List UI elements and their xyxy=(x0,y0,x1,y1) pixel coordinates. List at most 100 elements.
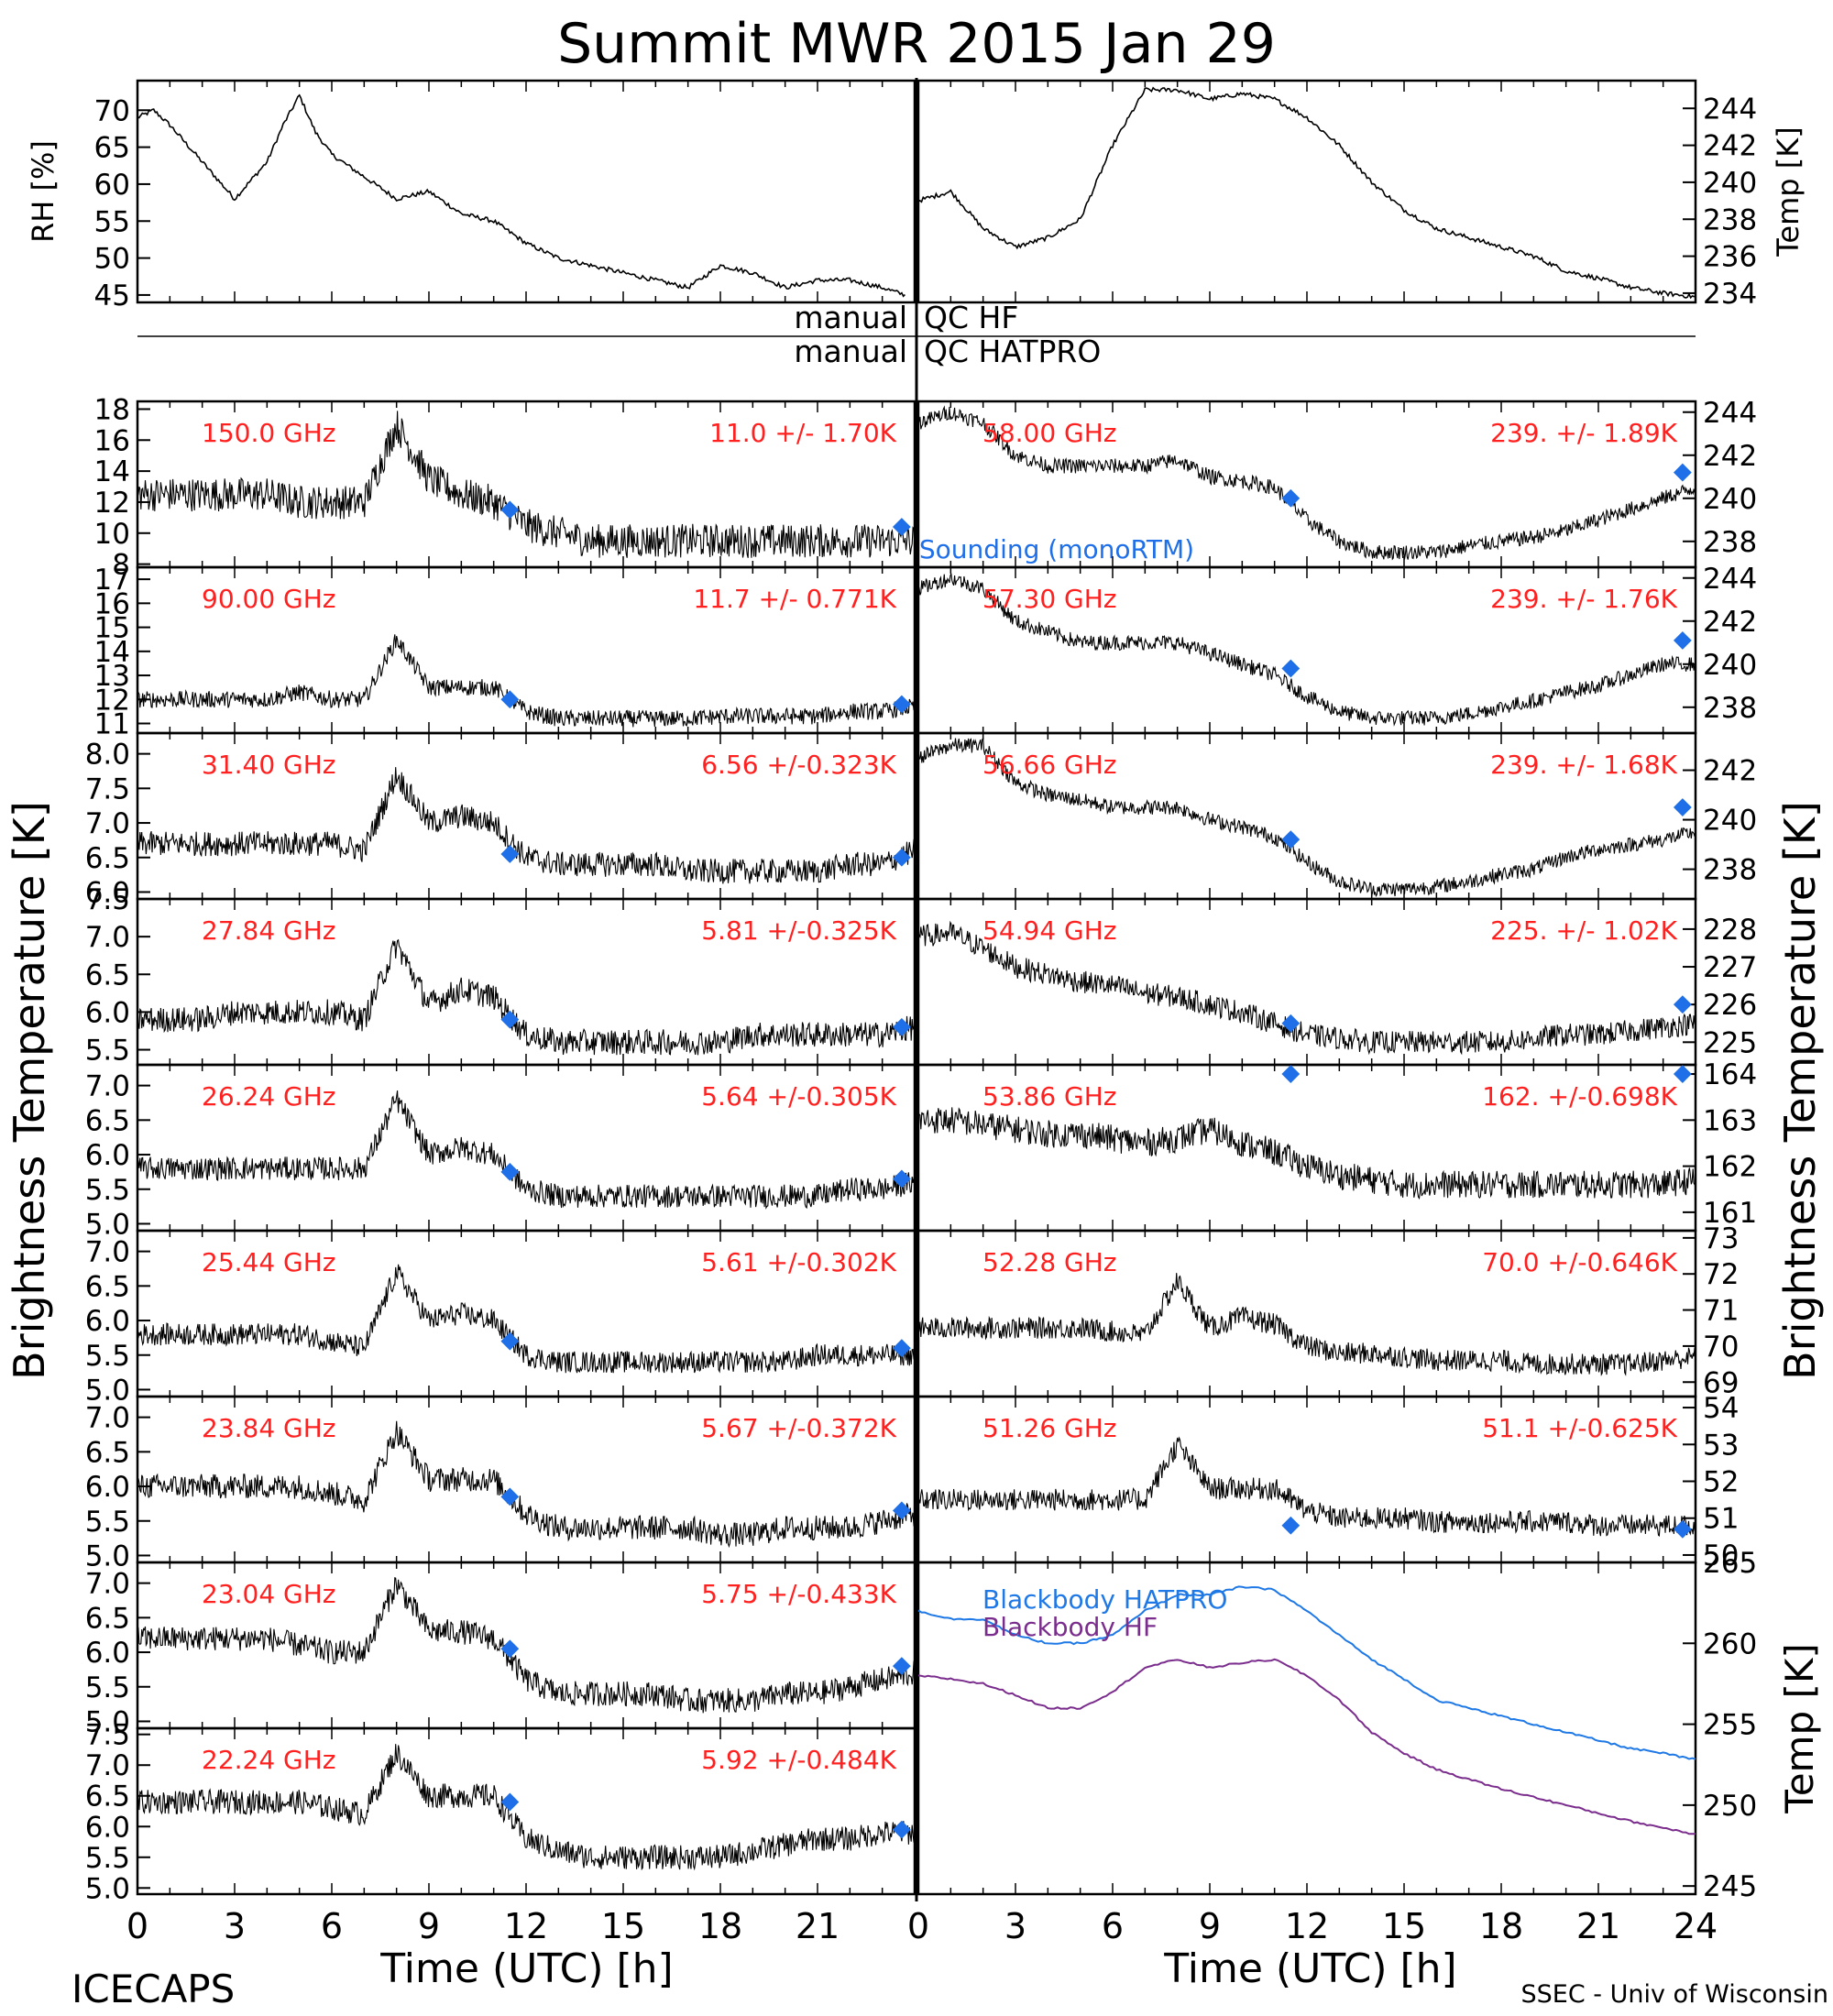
channel-frequency-label: 150.0 GHz xyxy=(202,418,336,448)
sounding-marker xyxy=(500,1331,520,1351)
y-tick-label: 242 xyxy=(1703,606,1757,639)
channel-frequency-label: 56.66 GHz xyxy=(982,750,1117,780)
sounding-legend: Sounding (monoRTM) xyxy=(919,534,1194,564)
channel-stat-label: 5.61 +/-0.302K xyxy=(701,1247,896,1277)
brightness-temp-trace xyxy=(137,1577,916,1714)
y-tick-label: 12 xyxy=(94,684,130,717)
sounding-marker xyxy=(892,1657,911,1676)
y-tick-label: 70 xyxy=(94,94,130,127)
y-tick-label: 50 xyxy=(94,243,130,276)
y-tick-label: 5.0 xyxy=(85,1374,130,1407)
channel-stat-label: 5.67 +/-0.372K xyxy=(701,1413,896,1443)
y-tick-label: 65 xyxy=(94,132,130,165)
sounding-marker xyxy=(500,1487,520,1507)
channel-stat-label: 162. +/-0.698K xyxy=(1482,1081,1677,1112)
channel-stat-label: 5.75 +/-0.433K xyxy=(701,1579,896,1609)
y-tick-label: 7.5 xyxy=(85,883,130,916)
y-tick-label: 8.0 xyxy=(85,739,130,772)
time-axes: 0 3 6 9 12 15 18 21 0 3 6 9 12 15 18 21 24 xyxy=(126,1906,1718,1946)
y-tick-label: 5.5 xyxy=(85,1035,130,1068)
y-tick-label: 265 xyxy=(1703,1547,1757,1580)
x-tick-label: 15 xyxy=(1382,1906,1426,1946)
y-tick-label: 163 xyxy=(1703,1104,1757,1137)
y-tick-label: 6.0 xyxy=(85,1471,130,1504)
y-tick-label: 17 xyxy=(94,564,130,597)
y-tick-label: 54 xyxy=(1703,1392,1739,1425)
y-tick-label: 5.5 xyxy=(85,1174,130,1207)
y-tick-label: 5.0 xyxy=(85,1208,130,1241)
y-tick-label: 6.5 xyxy=(85,1436,130,1469)
air-temp-axis-label: Temp [K] xyxy=(1771,126,1806,257)
channel-stat-label: 239. +/- 1.89K xyxy=(1490,418,1677,448)
y-tick-label: 161 xyxy=(1703,1197,1757,1230)
sounding-marker xyxy=(892,1017,911,1036)
y-tick-label: 10 xyxy=(94,518,130,551)
y-tick-label: 162 xyxy=(1703,1151,1757,1184)
x-tick-label: 12 xyxy=(1285,1906,1329,1946)
y-tick-label: 164 xyxy=(1703,1058,1757,1091)
y-tick-label: 236 xyxy=(1703,241,1757,274)
channel-frequency-label: 31.40 GHz xyxy=(202,750,336,780)
right-y-axis-title: Brightness Temperature [K] xyxy=(1775,801,1825,1380)
y-tick-label: 15 xyxy=(94,612,130,645)
y-tick-label: 5.0 xyxy=(85,1539,130,1572)
channel-stat-label: 11.7 +/- 0.771K xyxy=(693,584,896,614)
x-tick-label: 3 xyxy=(1004,1906,1026,1946)
brightness-temp-trace xyxy=(917,737,1696,897)
y-tick-label: 13 xyxy=(94,660,130,693)
y-tick-label: 242 xyxy=(1703,440,1757,473)
channel-panel: 242 240 238 56.66 GHz 239. +/- 1.68K xyxy=(916,731,1757,901)
blackbody-axis-label: Temp [K] xyxy=(1777,1643,1822,1814)
channel-frequency-label: 58.00 GHz xyxy=(982,418,1117,448)
qc-hatpro-left-label: manual xyxy=(794,334,907,369)
sounding-marker xyxy=(1673,463,1692,482)
x-tick-label: 18 xyxy=(698,1906,742,1946)
y-tick-label: 53 xyxy=(1703,1429,1739,1462)
y-tick-label: 244 xyxy=(1703,93,1757,126)
sounding-marker xyxy=(500,690,520,709)
y-tick-label: 7.5 xyxy=(85,1719,130,1752)
channel-panel: 7.06.56.05.55.0 25.44 GHz 5.61 +/-0.302K xyxy=(85,1229,916,1407)
channel-stat-label: 5.81 +/-0.325K xyxy=(701,915,896,946)
rh-series-line xyxy=(137,93,906,298)
sounding-marker xyxy=(500,500,520,520)
y-tick-label: 7.0 xyxy=(85,1070,130,1103)
channel-panel: 164 163 162 161 53.86 GHz 162. +/-0.698K xyxy=(916,1058,1757,1233)
channel-stat-label: 5.64 +/-0.305K xyxy=(701,1081,896,1112)
channel-frequency-label: 27.84 GHz xyxy=(202,915,336,946)
sounding-marker xyxy=(500,1792,520,1812)
sounding-marker xyxy=(1673,995,1692,1014)
channel-panel: 244 242 240 238 57.30 GHz 239. +/- 1.76K xyxy=(916,563,1757,735)
y-tick-label: 5.0 xyxy=(85,1705,130,1738)
channel-frequency-label: 53.86 GHz xyxy=(982,1081,1117,1112)
brightness-temp-trace xyxy=(917,1107,1696,1200)
y-tick-label: 238 xyxy=(1703,854,1757,887)
channel-frequency-label: 90.00 GHz xyxy=(202,584,336,614)
channel-stat-label: 5.92 +/-0.484K xyxy=(701,1745,896,1775)
y-tick-label: 72 xyxy=(1703,1258,1739,1291)
channel-stat-label: 11.0 +/- 1.70K xyxy=(709,418,896,448)
y-tick-label: 225 xyxy=(1703,1026,1757,1059)
sounding-marker xyxy=(500,1010,520,1029)
y-tick-label: 45 xyxy=(94,279,130,312)
y-tick-label: 51 xyxy=(1703,1503,1739,1536)
sounding-marker xyxy=(1281,1013,1301,1033)
y-tick-label: 244 xyxy=(1703,397,1757,430)
y-tick-label: 70 xyxy=(1703,1331,1739,1364)
y-tick-label: 6.5 xyxy=(85,1780,130,1813)
channel-stat-label: 70.0 +/-0.646K xyxy=(1482,1247,1677,1277)
y-tick-label: 14 xyxy=(94,636,130,669)
y-tick-label: 60 xyxy=(94,169,130,202)
brightness-temp-trace xyxy=(917,573,1696,727)
channel-frequency-label: 22.24 GHz xyxy=(202,1745,336,1775)
rh-axis-label: RH [%] xyxy=(26,140,60,243)
y-tick-label: 6.5 xyxy=(85,1602,130,1635)
blackbody-series-line xyxy=(917,1658,1696,1835)
y-tick-label: 50 xyxy=(1703,1539,1739,1572)
channel-panel: 7.5 7.0 6.5 6.0 5.5 27.84 GHz 5.81 +/-0.325K xyxy=(85,883,916,1068)
brightness-temp-trace xyxy=(137,1420,916,1549)
y-tick-label: 240 xyxy=(1703,805,1757,838)
